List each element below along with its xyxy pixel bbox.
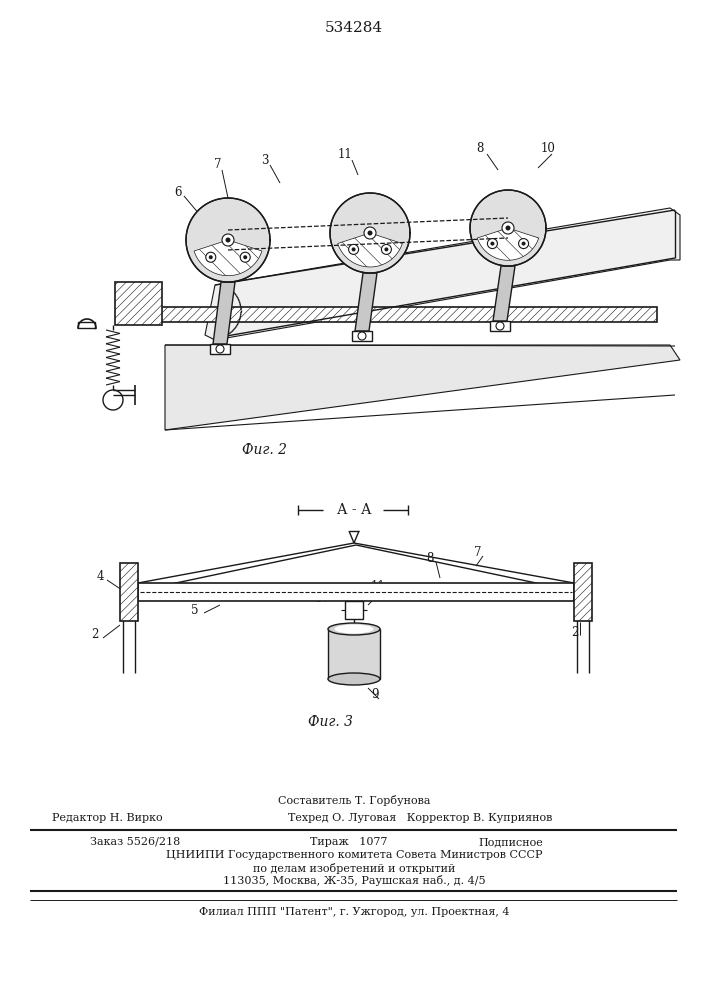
Polygon shape	[165, 345, 680, 430]
Text: 9: 9	[371, 688, 379, 702]
Text: Техред О. Луговая   Корректор В. Куприянов: Техред О. Луговая Корректор В. Куприянов	[288, 813, 552, 823]
Polygon shape	[155, 307, 657, 322]
Circle shape	[506, 226, 510, 231]
Text: Составитель Т. Горбунова: Составитель Т. Горбунова	[278, 794, 431, 806]
Text: 7: 7	[474, 546, 481, 558]
Circle shape	[385, 247, 388, 251]
Polygon shape	[328, 629, 380, 679]
Text: 113035, Москва, Ж-35, Раушская наб., д. 4/5: 113035, Москва, Ж-35, Раушская наб., д. …	[223, 874, 485, 886]
Polygon shape	[205, 208, 680, 340]
Text: 4: 4	[96, 570, 104, 584]
Circle shape	[502, 222, 514, 234]
Text: 7: 7	[214, 158, 222, 172]
Text: 2: 2	[571, 626, 579, 639]
Polygon shape	[115, 282, 162, 325]
Circle shape	[351, 247, 356, 251]
Circle shape	[496, 322, 504, 330]
Ellipse shape	[334, 624, 373, 634]
Polygon shape	[355, 273, 377, 331]
Circle shape	[519, 239, 529, 249]
Ellipse shape	[328, 623, 380, 635]
Circle shape	[330, 193, 410, 273]
Circle shape	[368, 231, 373, 235]
Text: Тираж   1077: Тираж 1077	[310, 837, 387, 847]
Circle shape	[522, 242, 525, 246]
Polygon shape	[345, 601, 363, 619]
Text: Редактор Н. Вирко: Редактор Н. Вирко	[52, 813, 163, 823]
Circle shape	[364, 227, 376, 239]
Text: 534284: 534284	[325, 21, 383, 35]
Text: Филиал ППП "Патент", г. Ужгород, ул. Проектная, 4: Филиал ППП "Патент", г. Ужгород, ул. Про…	[199, 907, 509, 917]
Text: 6: 6	[174, 186, 182, 198]
Polygon shape	[210, 344, 230, 354]
Text: 11: 11	[338, 148, 352, 161]
Circle shape	[103, 390, 123, 410]
Circle shape	[240, 252, 250, 262]
Polygon shape	[138, 583, 574, 601]
Polygon shape	[352, 331, 372, 341]
Text: 2: 2	[91, 629, 99, 642]
Circle shape	[209, 255, 213, 259]
Circle shape	[381, 244, 392, 254]
Polygon shape	[490, 321, 510, 331]
Polygon shape	[213, 282, 235, 344]
Polygon shape	[574, 563, 592, 621]
Text: 5: 5	[192, 603, 199, 616]
Circle shape	[349, 244, 358, 254]
Text: по делам изобретений и открытий: по делам изобретений и открытий	[253, 862, 455, 874]
Polygon shape	[194, 240, 262, 276]
Text: 3: 3	[262, 153, 269, 166]
Polygon shape	[338, 233, 402, 267]
Text: 8: 8	[426, 552, 433, 564]
Text: 11: 11	[370, 580, 385, 592]
Circle shape	[186, 198, 270, 282]
Text: ЦНИИПИ Государственного комитета Совета Министров СССР: ЦНИИПИ Государственного комитета Совета …	[165, 850, 542, 860]
Circle shape	[216, 345, 224, 353]
Text: Фиг. 3: Фиг. 3	[308, 715, 353, 729]
Circle shape	[470, 190, 546, 266]
Text: 6: 6	[314, 591, 322, 604]
Circle shape	[206, 252, 216, 262]
Text: 6: 6	[554, 588, 562, 601]
Polygon shape	[477, 228, 539, 260]
Text: 8: 8	[477, 141, 484, 154]
Circle shape	[487, 239, 498, 249]
Text: Фиг. 2: Фиг. 2	[243, 443, 288, 457]
Circle shape	[226, 237, 230, 242]
Ellipse shape	[328, 673, 380, 685]
Text: Заказ 5526/218: Заказ 5526/218	[90, 837, 180, 847]
Polygon shape	[493, 266, 515, 321]
Circle shape	[491, 242, 494, 246]
Polygon shape	[120, 563, 138, 621]
Circle shape	[222, 234, 234, 246]
Text: Подписное: Подписное	[478, 837, 543, 847]
Text: А - А: А - А	[337, 503, 371, 517]
Circle shape	[358, 332, 366, 340]
Text: 10: 10	[541, 141, 556, 154]
Circle shape	[243, 255, 247, 259]
